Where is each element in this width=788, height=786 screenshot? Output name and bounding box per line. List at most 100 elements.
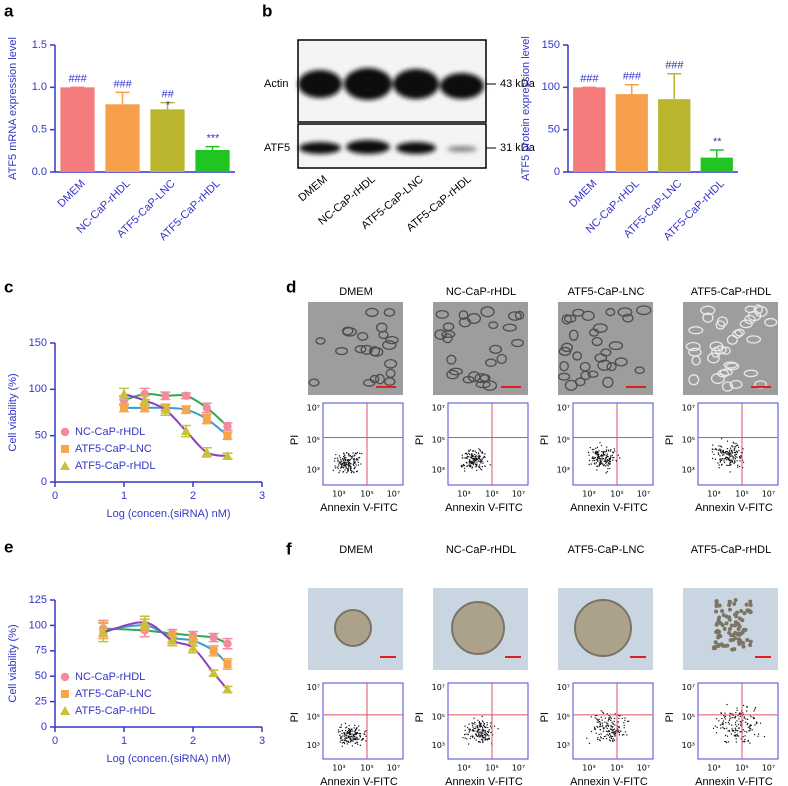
flow-x-tick: 10⁷ bbox=[637, 764, 650, 773]
flow-event bbox=[354, 724, 356, 726]
flow-event bbox=[472, 462, 474, 464]
flow-event bbox=[730, 733, 732, 735]
cell bbox=[588, 328, 600, 337]
flow-event bbox=[749, 726, 751, 728]
significance-label: ## bbox=[161, 88, 174, 100]
flow-event bbox=[349, 462, 351, 464]
flow-event bbox=[463, 464, 466, 467]
flow-event bbox=[364, 731, 366, 733]
cell bbox=[308, 378, 320, 387]
flow-event bbox=[339, 470, 341, 472]
flow-event bbox=[353, 464, 355, 466]
flow-event bbox=[722, 726, 724, 728]
flow-event bbox=[740, 451, 742, 454]
flow-event bbox=[728, 452, 730, 455]
flow-event bbox=[730, 453, 732, 455]
flow-y-tick: 10³ bbox=[557, 466, 570, 475]
flow-event bbox=[610, 735, 612, 737]
flow-event bbox=[617, 454, 619, 456]
flow-event bbox=[485, 735, 487, 737]
flow-event bbox=[477, 726, 479, 728]
flow-event bbox=[586, 737, 588, 739]
flow-event bbox=[478, 457, 480, 459]
flow-event bbox=[729, 471, 731, 473]
flow-event bbox=[356, 459, 358, 461]
point bbox=[223, 639, 232, 648]
flow-event bbox=[610, 724, 612, 727]
x-tick-label: 0 bbox=[52, 735, 58, 747]
flow-event bbox=[731, 455, 733, 457]
flow-event bbox=[350, 738, 352, 740]
flow-event bbox=[475, 464, 478, 467]
flow-event bbox=[475, 735, 477, 737]
flow-event bbox=[733, 734, 735, 737]
flow-event bbox=[608, 457, 610, 459]
flow-event bbox=[478, 741, 480, 743]
flow-x-tick: 10⁷ bbox=[637, 490, 650, 499]
flow-event bbox=[597, 455, 599, 457]
flow-event bbox=[719, 450, 721, 452]
flow-event bbox=[717, 462, 719, 464]
flow-event bbox=[595, 459, 598, 461]
flow-event bbox=[606, 453, 609, 455]
flow-event bbox=[607, 734, 610, 736]
flow-event bbox=[359, 733, 361, 735]
cell bbox=[714, 345, 727, 355]
flow-event bbox=[606, 722, 608, 724]
flow-event bbox=[471, 452, 473, 455]
flow-event bbox=[734, 723, 737, 726]
image-title: DMEM bbox=[339, 286, 373, 298]
flow-event bbox=[489, 464, 491, 466]
flow-event bbox=[723, 716, 726, 718]
flow-event bbox=[592, 457, 594, 459]
flow-event bbox=[334, 467, 336, 469]
flow-event bbox=[726, 456, 728, 459]
flow-event bbox=[607, 731, 609, 733]
flow-event bbox=[602, 730, 604, 732]
flow-event bbox=[732, 730, 734, 732]
flow-event bbox=[738, 727, 740, 730]
cell bbox=[720, 623, 725, 628]
flow-event bbox=[483, 734, 486, 736]
cell bbox=[744, 314, 756, 325]
significance-label: ### bbox=[68, 73, 87, 85]
flow-event bbox=[354, 730, 356, 732]
flow-event bbox=[461, 454, 463, 456]
flow-event bbox=[344, 739, 347, 741]
flow-event bbox=[472, 458, 474, 460]
flow-event bbox=[466, 455, 469, 458]
flow-event bbox=[489, 725, 492, 727]
flow-event bbox=[471, 722, 473, 724]
flow-event bbox=[746, 705, 748, 708]
flow-y-tick: 10⁷ bbox=[307, 403, 320, 412]
flow-event bbox=[362, 738, 365, 740]
cell bbox=[743, 369, 759, 378]
flow-event bbox=[737, 444, 739, 446]
flow-event bbox=[468, 456, 470, 458]
flow-event bbox=[357, 732, 359, 735]
flow-event bbox=[740, 730, 742, 733]
flow-event bbox=[482, 452, 484, 454]
cell bbox=[383, 308, 396, 317]
cell bbox=[496, 353, 507, 365]
flow-event bbox=[608, 730, 611, 733]
flow-event bbox=[738, 465, 741, 468]
flow-event bbox=[472, 726, 474, 728]
flow-event bbox=[753, 710, 755, 712]
flow-event bbox=[461, 457, 464, 459]
flow-x-tick: 10³ bbox=[332, 764, 345, 773]
flow-event bbox=[356, 451, 358, 454]
flow-event bbox=[605, 725, 607, 727]
flow-event bbox=[608, 736, 611, 738]
flow-event bbox=[477, 452, 480, 454]
cell bbox=[507, 311, 522, 321]
flow-event bbox=[338, 463, 340, 465]
flow-event bbox=[344, 457, 346, 460]
flow-event bbox=[349, 455, 351, 457]
flow-event bbox=[728, 460, 730, 462]
flow-event bbox=[754, 708, 756, 710]
cell bbox=[748, 639, 753, 644]
flow-event bbox=[598, 733, 600, 736]
flow-event bbox=[726, 703, 728, 706]
y-tick-label: 0 bbox=[554, 166, 560, 178]
